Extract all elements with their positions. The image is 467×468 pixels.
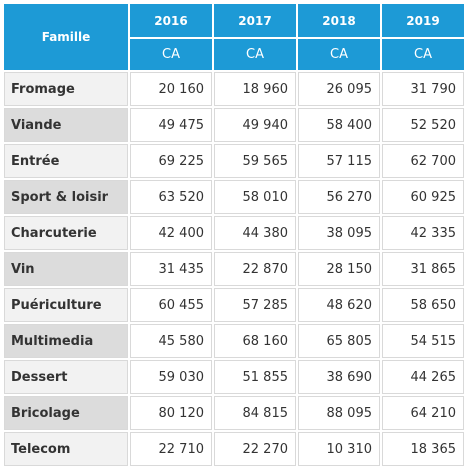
cell-ca-2018: 38 095 [298,216,380,250]
column-header-2017[interactable]: 2017 [214,4,296,37]
cell-ca-2018: 56 270 [298,180,380,214]
cell-ca-2017: 68 160 [214,324,296,358]
table-row: Vin 31 435 22 870 28 150 31 865 [4,252,464,286]
row-label-famille: Vin [4,252,128,286]
cell-ca-2016: 22 710 [130,432,212,466]
cell-ca-2016: 80 120 [130,396,212,430]
cell-ca-2019: 31 865 [382,252,464,286]
table-row: Fromage 20 160 18 960 26 095 31 790 [4,72,464,106]
table-row: Charcuterie 42 400 44 380 38 095 42 335 [4,216,464,250]
cell-ca-2019: 44 265 [382,360,464,394]
row-label-famille: Entrée [4,144,128,178]
cell-ca-2019: 62 700 [382,144,464,178]
cell-ca-2019: 52 520 [382,108,464,142]
cell-ca-2017: 18 960 [214,72,296,106]
cell-ca-2018: 38 690 [298,360,380,394]
row-label-famille: Charcuterie [4,216,128,250]
table-row: Sport & loisir 63 520 58 010 56 270 60 925 [4,180,464,214]
cell-ca-2017: 58 010 [214,180,296,214]
cell-ca-2018: 28 150 [298,252,380,286]
cell-ca-2019: 58 650 [382,288,464,322]
cell-ca-2019: 64 210 [382,396,464,430]
cell-ca-2018: 88 095 [298,396,380,430]
cell-ca-2018: 58 400 [298,108,380,142]
cell-ca-2016: 59 030 [130,360,212,394]
table-body: Fromage 20 160 18 960 26 095 31 790 Viande 49 … [4,72,464,466]
column-subheader-ca-2018[interactable]: CA [298,39,380,70]
column-header-2019[interactable]: 2019 [382,4,464,37]
table-row: Viande 49 475 49 940 58 400 52 520 [4,108,464,142]
row-label-famille: Dessert [4,360,128,394]
row-label-famille: Bricolage [4,396,128,430]
table-row: Dessert 59 030 51 855 38 690 44 265 [4,360,464,394]
cell-ca-2016: 42 400 [130,216,212,250]
row-label-famille: Viande [4,108,128,142]
row-label-famille: Puériculture [4,288,128,322]
row-label-famille: Multimedia [4,324,128,358]
cell-ca-2019: 60 925 [382,180,464,214]
cell-ca-2019: 54 515 [382,324,464,358]
cell-ca-2018: 65 805 [298,324,380,358]
cell-ca-2019: 18 365 [382,432,464,466]
cell-ca-2018: 10 310 [298,432,380,466]
table-row: Multimedia 45 580 68 160 65 805 54 515 [4,324,464,358]
cell-ca-2018: 26 095 [298,72,380,106]
table-row: Telecom 22 710 22 270 10 310 18 365 [4,432,464,466]
cell-ca-2016: 49 475 [130,108,212,142]
header-row-measure: CA CA CA CA [4,39,464,70]
column-subheader-ca-2016[interactable]: CA [130,39,212,70]
cell-ca-2019: 42 335 [382,216,464,250]
cell-ca-2019: 31 790 [382,72,464,106]
cell-ca-2016: 60 455 [130,288,212,322]
table-row: Bricolage 80 120 84 815 88 095 64 210 [4,396,464,430]
column-subheader-ca-2017[interactable]: CA [214,39,296,70]
cell-ca-2017: 57 285 [214,288,296,322]
row-label-famille: Sport & loisir [4,180,128,214]
column-subheader-ca-2019[interactable]: CA [382,39,464,70]
cell-ca-2017: 84 815 [214,396,296,430]
cell-ca-2016: 20 160 [130,72,212,106]
cell-ca-2017: 22 870 [214,252,296,286]
table-row: Puériculture 60 455 57 285 48 620 58 650 [4,288,464,322]
cell-ca-2018: 48 620 [298,288,380,322]
cell-ca-2016: 45 580 [130,324,212,358]
cell-ca-2017: 44 380 [214,216,296,250]
cell-ca-2017: 51 855 [214,360,296,394]
cell-ca-2016: 63 520 [130,180,212,214]
table-row: Entrée 69 225 59 565 57 115 62 700 [4,144,464,178]
cell-ca-2017: 49 940 [214,108,296,142]
cell-ca-2018: 57 115 [298,144,380,178]
cell-ca-2016: 69 225 [130,144,212,178]
header-row-years: Famille 2016 2017 2018 2019 [4,4,464,70]
row-label-famille: Telecom [4,432,128,466]
row-label-famille: Fromage [4,72,128,106]
cell-ca-2017: 22 270 [214,432,296,466]
cell-ca-2017: 59 565 [214,144,296,178]
column-header-2016[interactable]: 2016 [130,4,212,37]
column-header-famille[interactable]: Famille [4,4,128,70]
column-header-2018[interactable]: 2018 [298,4,380,37]
cell-ca-2016: 31 435 [130,252,212,286]
table-header: Famille 2016 2017 2018 2019 CA CA CA CA [4,4,464,70]
